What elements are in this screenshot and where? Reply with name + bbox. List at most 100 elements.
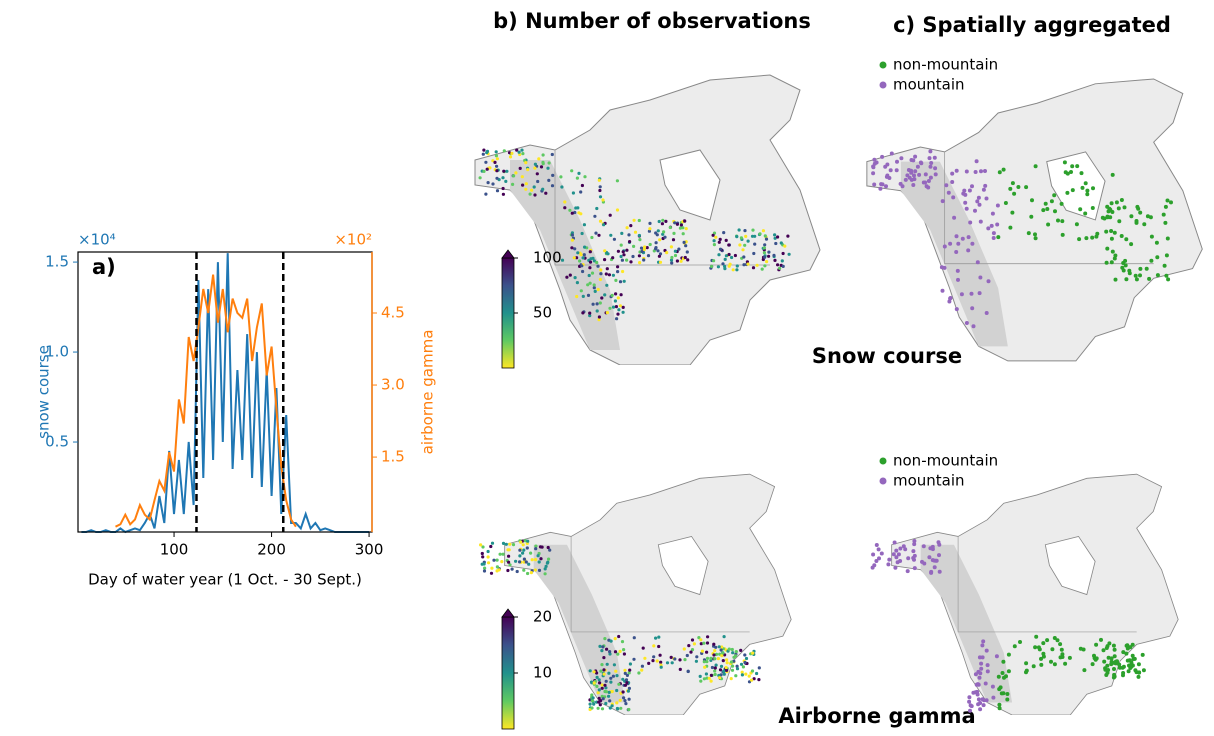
station-dot [970,241,975,246]
station-dot [735,268,739,272]
station-dot [622,696,626,700]
station-dot [911,158,916,163]
station-dot [773,236,777,240]
station-dot [479,543,483,547]
station-dot [686,258,690,262]
station-dot [685,653,689,658]
station-dot [710,264,714,268]
station-dot [912,173,916,178]
station-dot [664,219,668,223]
station-dot [944,183,949,188]
station-dot [729,677,733,681]
station-dot [501,186,505,191]
station-dot [954,307,959,312]
station-dot [624,702,628,706]
station-dot [1145,214,1150,219]
station-dot [975,260,980,265]
station-dot [762,251,767,255]
station-dot [991,695,996,700]
station-dot [1121,673,1125,678]
station-dot [543,567,547,571]
station-dot [915,164,920,169]
station-dot [605,283,609,287]
station-dot [598,681,602,685]
station-dot [597,678,601,682]
station-dot [576,251,580,255]
station-dot [605,647,609,651]
station-dot [573,247,577,251]
station-dot [877,556,881,561]
station-dot [995,203,1000,208]
station-dot [995,222,1000,227]
station-dot [722,672,726,676]
station-dot [703,665,707,669]
station-dot [507,554,511,558]
station-dot [540,545,544,549]
station-dot [633,230,638,234]
station-dot [495,169,499,173]
station-dot [515,148,519,152]
station-dot [618,649,622,654]
station-dot [1041,641,1046,646]
station-dot [605,662,609,666]
legend-label: non-mountain [893,452,998,470]
station-dot [871,552,876,557]
station-dot [1130,653,1135,658]
station-dot [1059,201,1064,206]
station-dot [1112,654,1117,659]
station-dot [886,562,891,567]
station-dot [607,273,612,277]
station-dot [611,273,616,277]
station-dot [640,668,644,672]
station-dot [507,548,511,552]
station-dot [639,246,644,250]
station-dot [648,242,652,247]
station-dot [595,671,599,675]
station-dot [979,169,983,174]
station-dot [689,650,693,654]
station-dot [942,244,947,249]
station-dot [545,561,550,565]
station-dot [730,647,734,652]
station-dot [913,169,918,174]
station-dot [735,664,739,668]
station-dot [498,552,502,556]
station-dot [1121,650,1126,655]
station-dot [934,558,939,563]
station-dot [536,179,540,184]
station-dot [617,682,621,686]
station-dot [590,271,595,275]
station-dot [601,697,605,701]
station-dot [1039,662,1044,667]
station-dot [657,635,661,639]
station-dot [1052,193,1057,198]
station-dot [744,672,748,676]
station-dot [627,707,631,712]
station-dot [742,263,746,267]
station-dot [963,200,968,205]
station-dot [1163,204,1168,209]
station-dot [1134,220,1139,225]
colorbar-tick-label: 20 [533,608,552,626]
station-dot [991,231,996,236]
station-dot [983,681,988,686]
panel-label: a) [92,255,116,279]
station-dot [702,660,706,664]
station-dot [694,659,699,663]
station-dot [985,669,990,674]
station-dot [683,255,687,260]
station-dot [619,706,623,710]
y-tick-label: 1.5 [45,253,69,271]
station-dot [731,268,735,272]
station-dot [595,675,599,680]
station-dot [1091,186,1095,191]
station-dot [1169,200,1173,205]
station-dot [618,698,622,702]
station-dot [774,241,778,246]
station-dot [1112,667,1116,671]
station-dot [500,560,504,564]
station-dot [1112,230,1117,235]
station-dot [673,657,677,661]
station-dot [530,188,534,192]
station-dot [1133,273,1138,278]
